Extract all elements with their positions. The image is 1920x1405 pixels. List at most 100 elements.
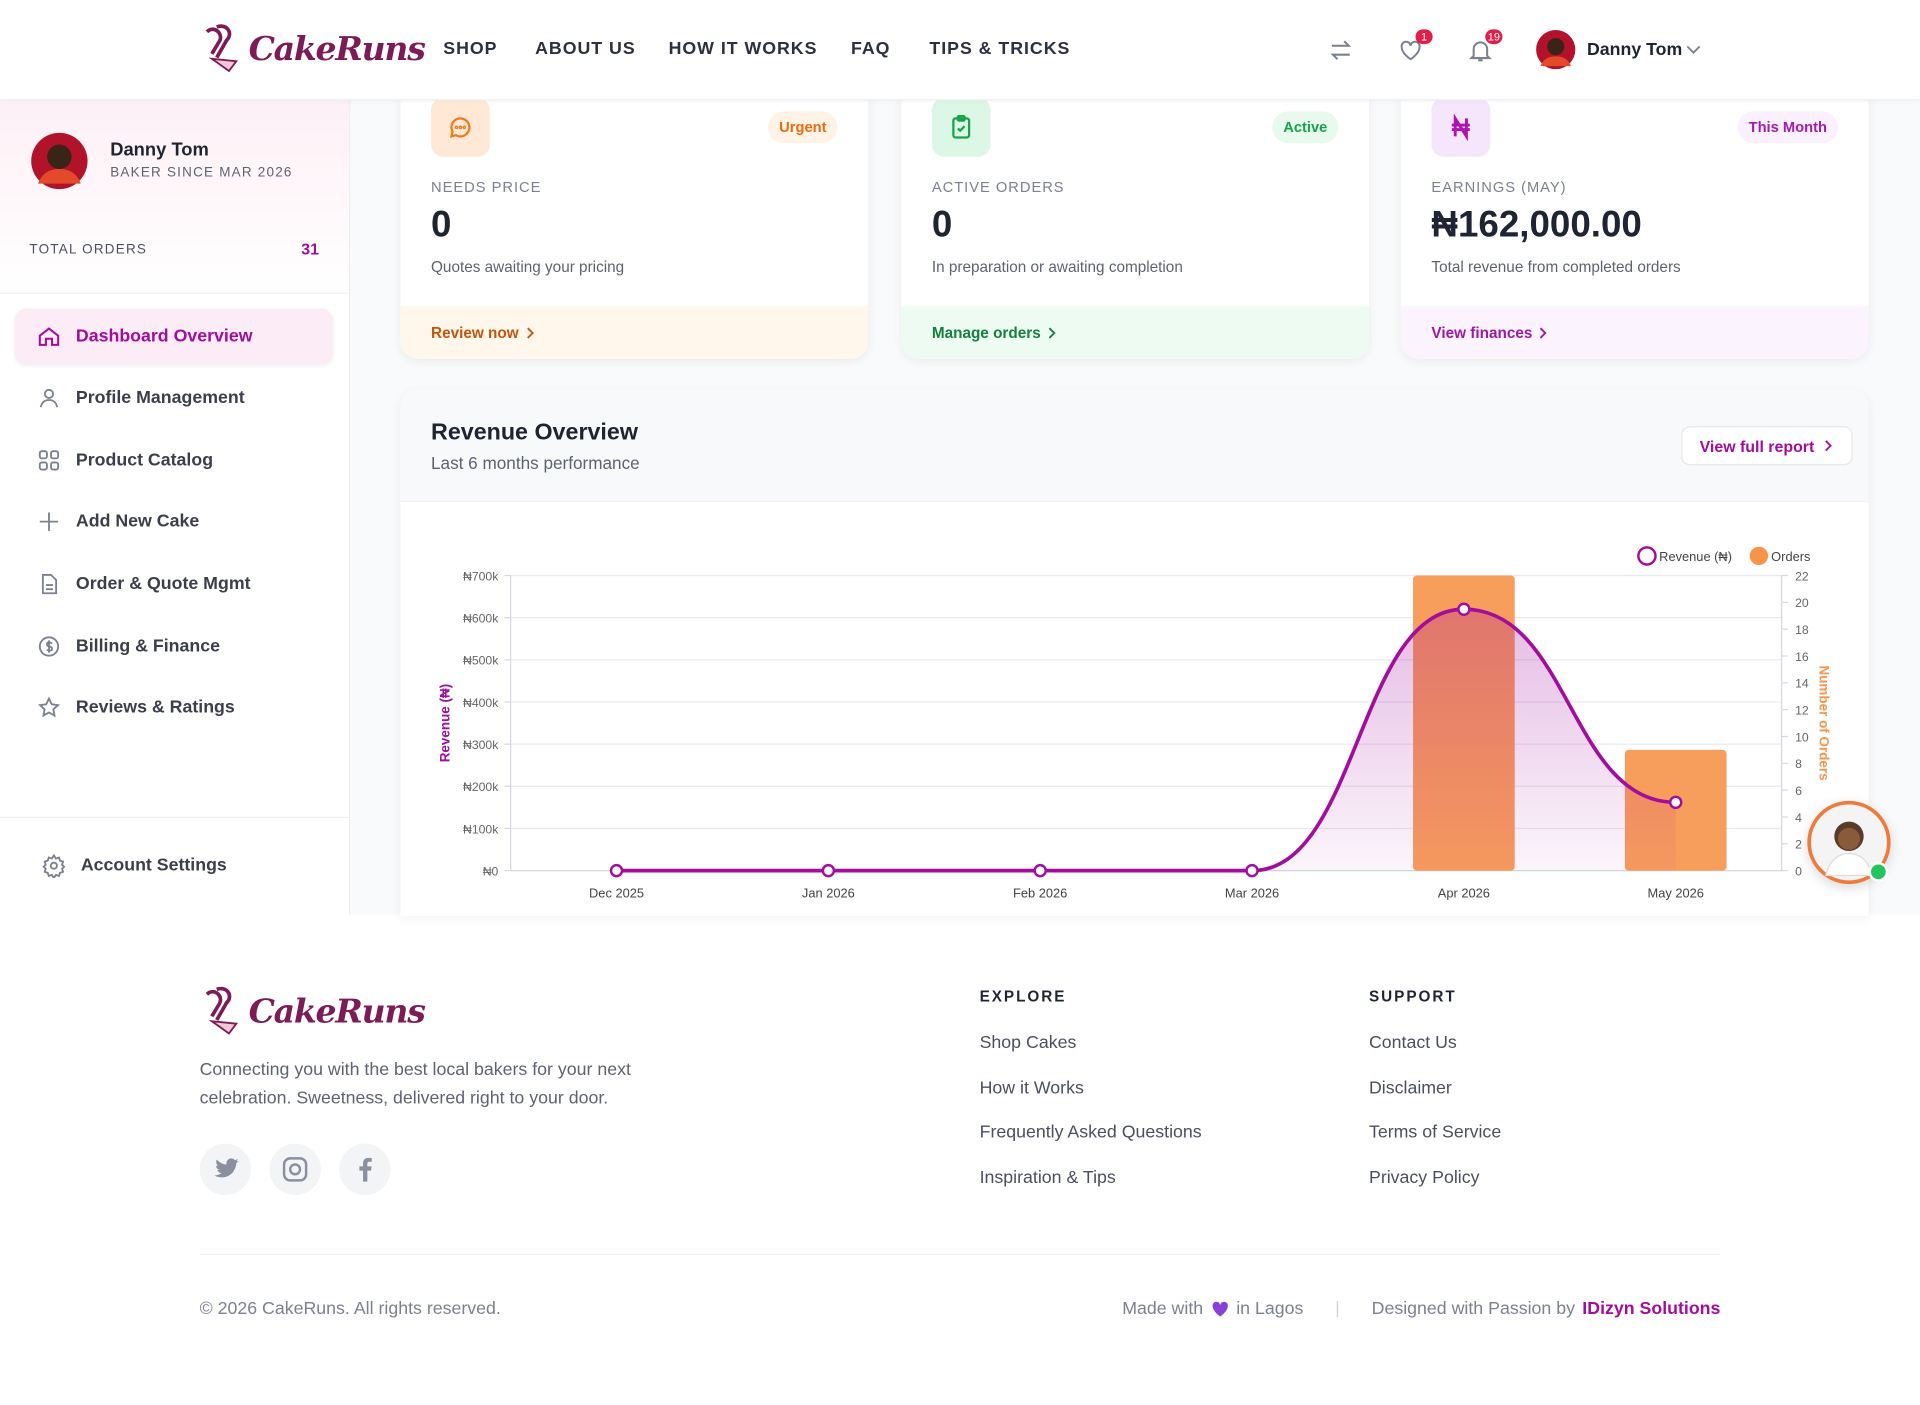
online-dot [1868,862,1889,882]
settings-item[interactable]: Account Settings [20,838,338,894]
footer-logo[interactable]: CakeRuns [200,984,426,1038]
y-tick-label: ₦500k [463,654,499,668]
copyright: © 2026 CakeRuns. All rights reserved. [199,1299,501,1319]
nav-link[interactable]: SHOP [443,39,498,59]
button-text[interactable]: View full report [1699,436,1815,455]
instagram-button[interactable] [269,1143,321,1196]
nav-link[interactable]: ABOUT US [535,39,636,59]
chart-subtitle: Last 6 months performance [431,453,640,473]
badge: Urgent [768,111,838,144]
y-tick-label: ₦600k [463,612,499,626]
y2-tick-label: 0 [1795,865,1802,879]
card: This Month EARNINGS (MAY) ₦162,000.00 To… [1400,68,1869,359]
avatar-image [1824,821,1874,877]
y2-tick-label: 20 [1795,596,1809,610]
tagline: celebration. Sweetness, delivered right … [199,1088,609,1109]
footer-heading: SUPPORT [1368,988,1457,1006]
menu-item[interactable]: Product Catalog [15,432,333,488]
footer-link[interactable]: Frequently Asked Questions [979,1122,1202,1143]
menu-label[interactable]: Billing & Finance [75,636,220,657]
logo-text[interactable]: CakeRuns [248,992,426,1031]
facebook-button[interactable] [339,1143,391,1196]
x-tick-label: Apr 2026 [1438,886,1490,901]
card-link[interactable]: Manage orders [901,306,1369,359]
report-button[interactable]: View full report [1681,426,1853,466]
menu-label[interactable]: Order & Quote Mgmt [75,574,251,594]
card-label: ACTIVE ORDERS [931,178,1065,196]
y2-tick-label: 8 [1795,757,1802,771]
footer-link[interactable]: Privacy Policy [1368,1168,1480,1188]
logo-text[interactable]: CakeRuns [248,30,426,68]
y-tick-label: ₦700k [463,569,499,583]
header: CakeRuns SHOP ABOUT US HOW IT WORKS FAQ … [0,0,1920,101]
link-text[interactable]: Review now [431,323,519,342]
support-avatar[interactable] [1807,800,1891,885]
total-orders-label: TOTAL ORDERS [29,242,148,258]
footer-link[interactable]: Shop Cakes [979,1033,1077,1054]
y-tick-label: ₦0 [483,865,499,879]
y2-tick-label: 6 [1795,784,1802,798]
settings-label[interactable]: Account Settings [80,855,227,876]
card-description: Total revenue from completed orders [1431,258,1681,276]
link-text[interactable]: View finances [1431,323,1533,342]
card-value: ₦162,000.00 [1431,204,1642,245]
card-icon [1431,97,1491,157]
footer-link[interactable]: Terms of Service [1368,1122,1502,1143]
sidebar: Danny Tom BAKER SINCE MAR 2026 TOTAL ORD… [0,100,351,915]
menu-label[interactable]: Profile Management [75,388,245,408]
menu-item[interactable]: Reviews & Ratings [15,680,333,736]
menu-item[interactable]: Profile Management [15,370,333,426]
point [1033,863,1047,878]
menu-item[interactable]: Order & Quote Mgmt [15,556,333,612]
card-description: Quotes awaiting your pricing [431,258,625,276]
legend-label: Orders [1771,549,1810,564]
footer-link[interactable]: Inspiration & Tips [979,1168,1116,1188]
card-value: 0 [431,204,452,245]
footer-link[interactable]: Disclaimer [1368,1078,1452,1099]
link-text[interactable]: Manage orders [931,323,1041,342]
user-name[interactable]: Danny Tom [1586,40,1683,61]
y2-tick-label: 10 [1795,730,1809,744]
card-link[interactable]: Review now [400,306,869,359]
x-tick-label: Jan 2026 [802,886,855,901]
menu-label[interactable]: Dashboard Overview [75,326,253,347]
credits: Made with in Lagos | Designed with Passi… [1122,1299,1720,1319]
nav-link[interactable]: FAQ [851,39,891,59]
nav-link[interactable]: HOW IT WORKS [668,39,818,59]
footer-link[interactable]: Contact Us [1368,1033,1457,1054]
menu-label[interactable]: Product Catalog [75,450,214,471]
tagline: Connecting you with the best local baker… [199,1060,631,1081]
switch-icon[interactable] [1327,37,1354,64]
wishlist[interactable]: 1 [1397,29,1433,64]
y2-tick-label: 22 [1795,569,1809,583]
card-icon [431,97,490,157]
y2-tick-label: 18 [1795,623,1809,637]
menu-item[interactable]: Add New Cake [15,493,333,549]
legend-marker [1637,546,1657,566]
designer-link[interactable]: IDizyn Solutions [1582,1299,1721,1319]
card-link[interactable]: View finances [1400,306,1869,359]
chart-title: Revenue Overview [431,420,638,446]
twitter-button[interactable] [199,1143,252,1196]
dropdown-icon[interactable] [1686,43,1701,55]
y2-tick-label: 2 [1795,838,1802,852]
point [1668,795,1683,810]
menu-item[interactable]: Billing & Finance [15,618,333,674]
footer-link[interactable]: How it Works [979,1078,1084,1099]
legend-marker [1749,546,1769,566]
point [821,863,836,878]
logo[interactable]: CakeRuns [200,22,426,76]
user-since: BAKER SINCE MAR 2026 [110,165,293,181]
user-avatar[interactable] [1536,29,1576,70]
y-tick-label: ₦300k [463,738,499,752]
badge: Active [1272,111,1339,144]
legend-label: Revenue (₦) [1659,549,1732,564]
menu-label[interactable]: Add New Cake [75,511,200,532]
menu-label[interactable]: Reviews & Ratings [75,697,235,718]
nav-link[interactable]: TIPS & TRICKS [929,39,1071,59]
menu-item[interactable]: Dashboard Overview [14,308,334,365]
notifications[interactable]: 19 [1467,29,1503,64]
location: in Lagos [1236,1299,1304,1319]
